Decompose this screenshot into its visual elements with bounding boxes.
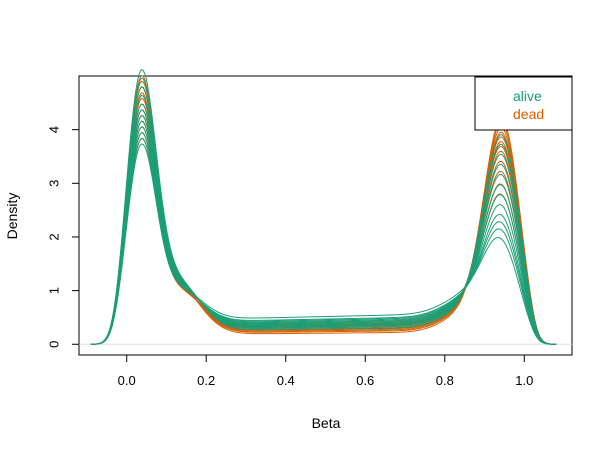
density-line-alive-20 bbox=[90, 126, 557, 345]
x-tick-label: 0.0 bbox=[118, 373, 136, 388]
density-line-dead-10 bbox=[90, 132, 557, 345]
y-tick-label: 3 bbox=[46, 180, 61, 187]
legend-box bbox=[474, 76, 573, 131]
y-tick-label: 2 bbox=[46, 233, 61, 240]
density-line-dead-8 bbox=[90, 120, 557, 345]
y-tick-label: 0 bbox=[46, 341, 61, 348]
density-line-alive-15 bbox=[90, 94, 557, 345]
legend: alive dead bbox=[474, 76, 573, 131]
x-axis: 0.0 0.2 0.4 0.6 0.8 1.0 bbox=[118, 354, 533, 388]
y-axis-title: Density bbox=[4, 193, 20, 240]
x-tick-label: 1.0 bbox=[515, 373, 533, 388]
y-tick-label: 1 bbox=[46, 287, 61, 294]
density-line-alive-14 bbox=[90, 86, 557, 345]
y-axis: 0 1 2 3 4 bbox=[46, 126, 80, 348]
x-tick-label: 0.4 bbox=[277, 373, 295, 388]
x-tick-label: 0.8 bbox=[436, 373, 454, 388]
density-line-alive-23 bbox=[90, 143, 557, 345]
density-curves bbox=[90, 69, 557, 345]
y-tick-label: 4 bbox=[46, 126, 61, 133]
density-line-alive-13 bbox=[90, 77, 557, 345]
density-line-alive-19 bbox=[90, 120, 557, 345]
x-tick-label: 0.6 bbox=[356, 373, 374, 388]
legend-label-alive: alive bbox=[513, 88, 542, 104]
x-tick-label: 0.2 bbox=[197, 373, 215, 388]
x-axis-title: Beta bbox=[312, 415, 341, 431]
legend-label-dead: dead bbox=[513, 106, 544, 122]
density-line-alive-12 bbox=[90, 69, 557, 345]
